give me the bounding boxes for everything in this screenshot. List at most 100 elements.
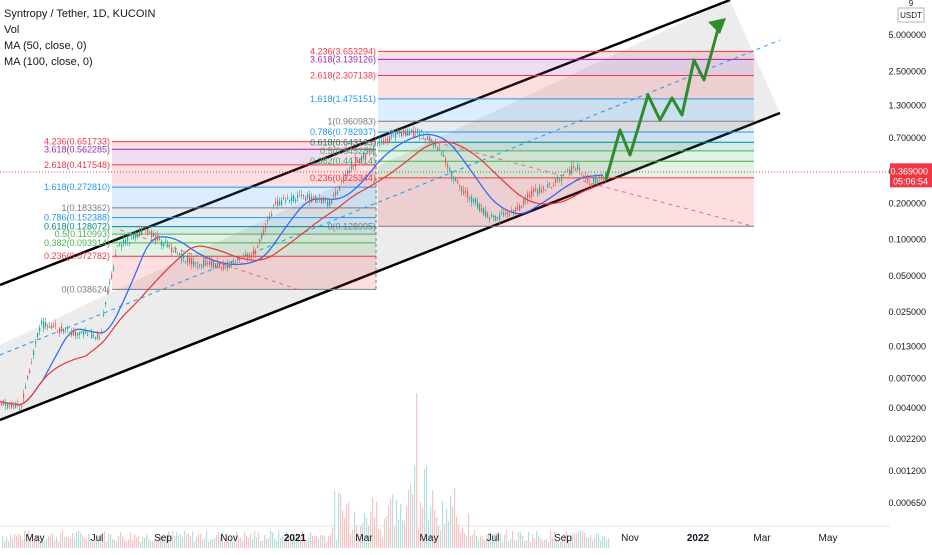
- symbol-title[interactable]: Syntropy / Tether, 1D, KUCOIN: [4, 8, 156, 20]
- candle-body: [595, 176, 597, 184]
- ma50-indicator-label[interactable]: MA (50, close, 0): [4, 40, 87, 52]
- candle-body: [177, 253, 179, 255]
- candle-body: [363, 152, 365, 158]
- volume-bar: [210, 539, 212, 548]
- candle-body: [133, 234, 135, 239]
- dashed-trendline-red-2[interactable]: [389, 129, 753, 227]
- y-axis-tick-label: 0.000650: [888, 498, 926, 508]
- candle-body: [321, 198, 323, 204]
- volume-bar: [104, 531, 106, 548]
- volume-bar: [88, 533, 90, 548]
- candle-body: [123, 240, 125, 244]
- volume-bar: [546, 538, 548, 548]
- ma100-line: [0, 141, 604, 406]
- candle-body: [5, 402, 7, 406]
- volume-bar: [330, 534, 332, 548]
- candle-body: [323, 199, 325, 202]
- volume-bar: [370, 511, 372, 548]
- candle-body: [259, 239, 261, 243]
- volume-bar: [360, 525, 362, 548]
- candle-body: [11, 402, 13, 408]
- candle-body: [185, 261, 187, 263]
- candle-body: [449, 167, 451, 172]
- candle-body: [275, 201, 277, 204]
- candle-body: [591, 184, 593, 186]
- bullish-projection-path[interactable]: [604, 18, 726, 181]
- candle-body: [13, 405, 15, 407]
- volume-bar: [218, 532, 220, 548]
- candle-body: [303, 194, 305, 197]
- candle-body: [9, 404, 11, 406]
- volume-bar: [206, 530, 208, 548]
- candle-body: [455, 178, 457, 181]
- volume-bar: [196, 536, 198, 548]
- volume-bar: [190, 535, 192, 548]
- candle-body: [233, 262, 235, 264]
- fib-1-zone: [112, 141, 376, 150]
- volume-bar: [30, 536, 32, 548]
- volume-bar: [394, 525, 396, 548]
- candle-body: [157, 235, 159, 241]
- ma100-indicator-label[interactable]: MA (100, close, 0): [4, 56, 93, 68]
- candle-body: [409, 132, 411, 136]
- candle-body: [69, 333, 71, 335]
- volume-bar: [548, 541, 550, 548]
- trend-lines[interactable]: [0, 39, 890, 356]
- candle-body: [521, 207, 523, 209]
- volume-bar: [408, 489, 410, 548]
- volume-bar: [282, 535, 284, 548]
- candle-body: [263, 230, 265, 236]
- volume-bar: [120, 531, 122, 548]
- projection-path[interactable]: [604, 21, 722, 181]
- volume-bar: [324, 536, 326, 548]
- volume-bar: [52, 532, 54, 548]
- volume-bar: [66, 536, 68, 548]
- volume-bar: [264, 534, 266, 548]
- fib-2-level-label: 0.382(0.447414): [310, 156, 376, 166]
- volume-bar: [260, 540, 262, 548]
- volume-bar: [510, 538, 512, 548]
- volume-bar: [532, 534, 534, 548]
- volume-bar: [378, 528, 380, 548]
- volume-bar: [152, 541, 154, 548]
- volume-bar: [212, 539, 214, 548]
- candle-body: [471, 196, 473, 203]
- candle-body: [53, 325, 55, 327]
- volume-bar: [102, 540, 104, 548]
- candle-body: [161, 240, 163, 246]
- volume-bar: [274, 538, 276, 548]
- projection-arrowhead: [708, 18, 726, 34]
- volume-bar: [520, 532, 522, 548]
- candle-body: [113, 267, 115, 269]
- candle-body: [547, 184, 549, 188]
- volume-bar: [68, 536, 70, 548]
- volume-bar: [550, 530, 552, 548]
- x-axis-tick-label: 2022: [687, 533, 710, 544]
- candle-body: [573, 166, 575, 168]
- volume-bar: [228, 537, 230, 548]
- fib-2-zone: [378, 59, 754, 76]
- candle-body: [349, 170, 351, 173]
- candle-body: [399, 130, 401, 134]
- candle-body: [253, 249, 255, 256]
- candle-body: [403, 129, 405, 134]
- ascending-channel[interactable]: [0, 0, 781, 422]
- volume-bar: [440, 530, 442, 548]
- candle-body: [75, 331, 77, 336]
- fibonacci-extensions[interactable]: 4.236(0.651733)3.618(0.562285) 2.618(0.41…: [44, 46, 754, 294]
- volume-indicator-label[interactable]: Vol: [4, 24, 20, 36]
- x-axis-tick-label: Mar: [355, 533, 373, 544]
- candle-body: [319, 198, 321, 200]
- candle-body: [213, 262, 215, 268]
- volume-bar: [472, 534, 474, 548]
- channel-upper-line[interactable]: [0, 0, 731, 287]
- volume-bar: [74, 538, 76, 548]
- candle-body: [59, 327, 61, 334]
- volume-bar: [318, 539, 320, 548]
- channel-lower-line[interactable]: [0, 111, 781, 422]
- currency-badge[interactable]: [897, 7, 925, 23]
- volume-bar: [340, 494, 342, 548]
